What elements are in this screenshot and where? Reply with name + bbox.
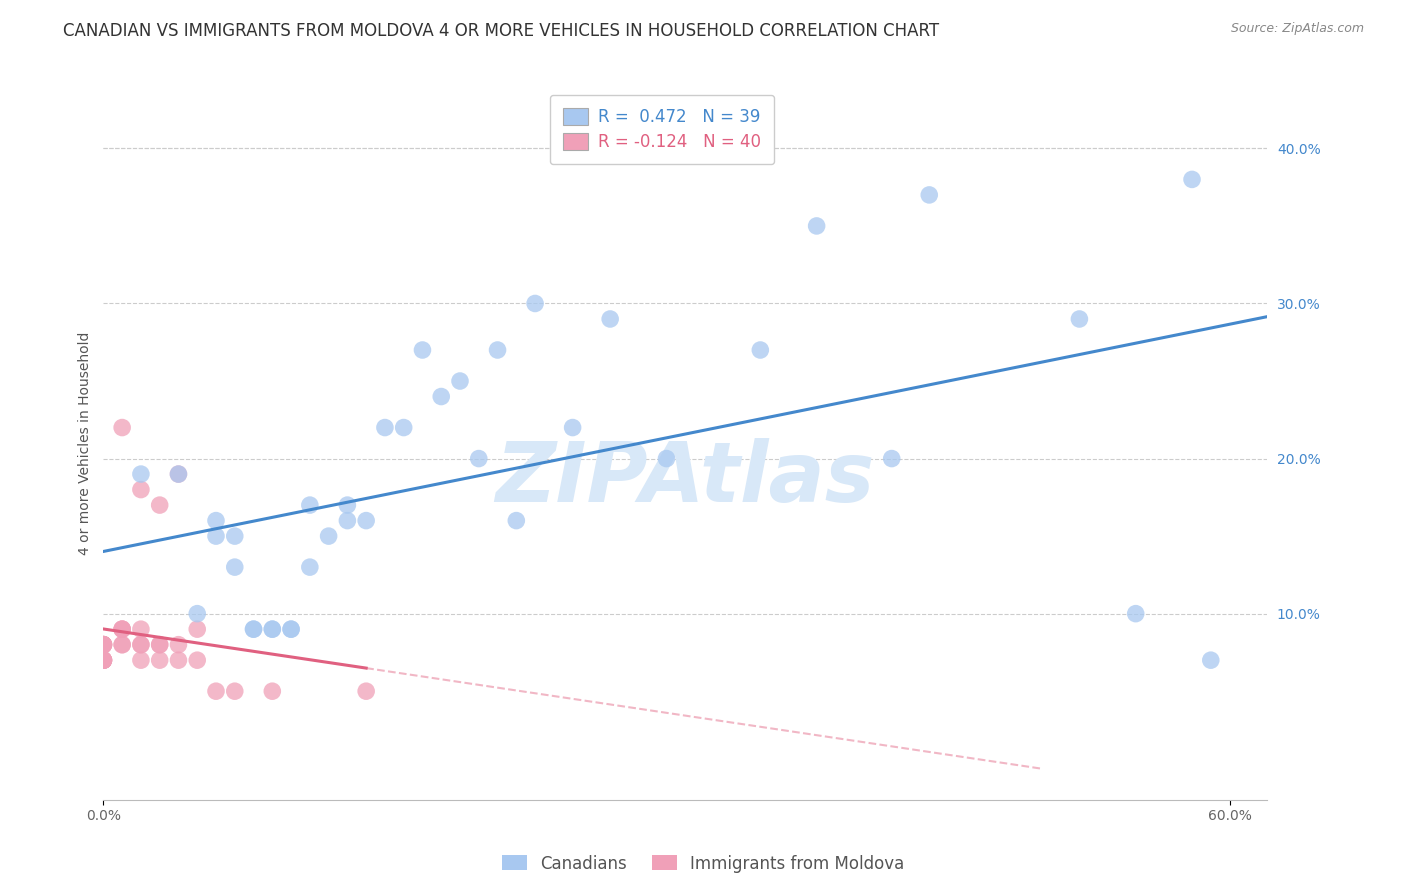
- Point: [524, 296, 547, 310]
- Point: [354, 684, 377, 698]
- Point: [224, 529, 246, 543]
- Point: [93, 638, 115, 652]
- Point: [242, 622, 264, 636]
- Point: [262, 684, 284, 698]
- Point: [167, 467, 190, 481]
- Point: [374, 420, 396, 434]
- Point: [205, 684, 228, 698]
- Point: [411, 343, 433, 357]
- Point: [129, 653, 152, 667]
- Point: [149, 653, 172, 667]
- Point: [336, 498, 359, 512]
- Point: [1125, 607, 1147, 621]
- Point: [1069, 312, 1091, 326]
- Point: [392, 420, 415, 434]
- Point: [111, 622, 134, 636]
- Point: [354, 514, 377, 528]
- Legend: Canadians, Immigrants from Moldova: Canadians, Immigrants from Moldova: [495, 848, 911, 880]
- Point: [599, 312, 621, 326]
- Point: [186, 653, 208, 667]
- Point: [149, 638, 172, 652]
- Point: [336, 514, 359, 528]
- Point: [505, 514, 527, 528]
- Point: [111, 638, 134, 652]
- Point: [186, 622, 208, 636]
- Point: [806, 219, 828, 233]
- Point: [1181, 172, 1204, 186]
- Point: [468, 451, 491, 466]
- Point: [93, 638, 115, 652]
- Point: [167, 653, 190, 667]
- Point: [561, 420, 583, 434]
- Point: [224, 560, 246, 574]
- Point: [129, 638, 152, 652]
- Point: [93, 638, 115, 652]
- Point: [93, 638, 115, 652]
- Y-axis label: 4 or more Vehicles in Household: 4 or more Vehicles in Household: [79, 331, 93, 555]
- Point: [298, 498, 321, 512]
- Point: [93, 653, 115, 667]
- Point: [449, 374, 471, 388]
- Text: ZIPAtlas: ZIPAtlas: [495, 438, 875, 519]
- Point: [129, 467, 152, 481]
- Point: [486, 343, 509, 357]
- Point: [167, 638, 190, 652]
- Point: [186, 607, 208, 621]
- Point: [262, 622, 284, 636]
- Point: [655, 451, 678, 466]
- Point: [318, 529, 340, 543]
- Point: [129, 622, 152, 636]
- Point: [298, 560, 321, 574]
- Point: [93, 638, 115, 652]
- Point: [93, 653, 115, 667]
- Point: [880, 451, 903, 466]
- Point: [111, 622, 134, 636]
- Point: [749, 343, 772, 357]
- Point: [93, 653, 115, 667]
- Point: [93, 653, 115, 667]
- Point: [167, 467, 190, 481]
- Point: [93, 653, 115, 667]
- Text: CANADIAN VS IMMIGRANTS FROM MOLDOVA 4 OR MORE VEHICLES IN HOUSEHOLD CORRELATION : CANADIAN VS IMMIGRANTS FROM MOLDOVA 4 OR…: [63, 22, 939, 40]
- Point: [111, 420, 134, 434]
- Point: [93, 653, 115, 667]
- Point: [93, 653, 115, 667]
- Point: [93, 638, 115, 652]
- Point: [129, 483, 152, 497]
- Point: [93, 653, 115, 667]
- Legend: R =  0.472   N = 39, R = -0.124   N = 40: R = 0.472 N = 39, R = -0.124 N = 40: [550, 95, 775, 164]
- Point: [93, 638, 115, 652]
- Point: [205, 514, 228, 528]
- Point: [205, 529, 228, 543]
- Point: [149, 498, 172, 512]
- Point: [111, 638, 134, 652]
- Point: [242, 622, 264, 636]
- Text: Source: ZipAtlas.com: Source: ZipAtlas.com: [1230, 22, 1364, 36]
- Point: [280, 622, 302, 636]
- Point: [280, 622, 302, 636]
- Point: [129, 638, 152, 652]
- Point: [262, 622, 284, 636]
- Point: [1199, 653, 1222, 667]
- Point: [918, 188, 941, 202]
- Point: [93, 638, 115, 652]
- Point: [149, 638, 172, 652]
- Point: [224, 684, 246, 698]
- Point: [430, 390, 453, 404]
- Point: [111, 622, 134, 636]
